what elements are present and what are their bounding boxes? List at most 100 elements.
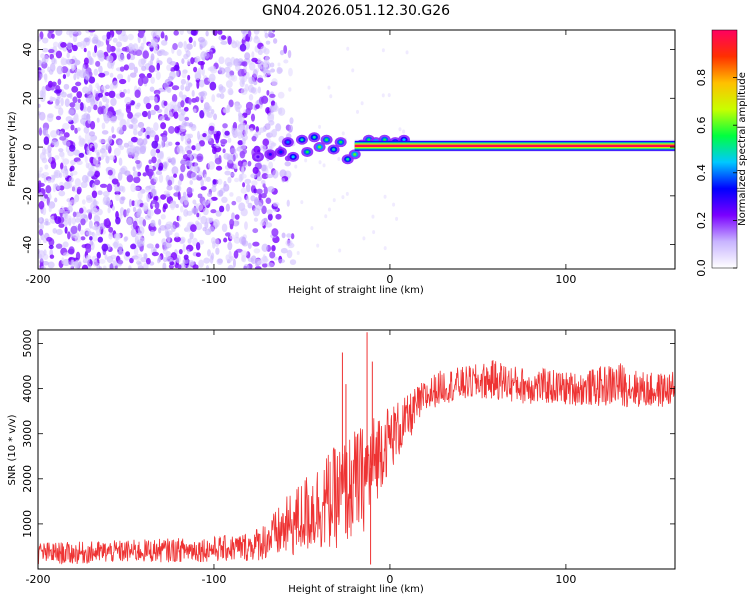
noise-point bbox=[280, 247, 288, 254]
noise-point bbox=[222, 148, 226, 154]
noise-point bbox=[67, 231, 71, 240]
noise-point bbox=[127, 74, 131, 83]
noise-point bbox=[126, 88, 131, 94]
noise-point bbox=[202, 207, 209, 216]
transition-blob-core bbox=[300, 138, 304, 142]
noise-point bbox=[154, 134, 160, 143]
noise-point bbox=[218, 67, 226, 75]
noise-point bbox=[198, 95, 206, 101]
snr-plot-area bbox=[38, 332, 675, 565]
noise-point bbox=[63, 132, 70, 138]
noise-point bbox=[102, 191, 110, 197]
noise-point bbox=[112, 259, 117, 267]
spectrogram-x-tick-label: -100 bbox=[201, 273, 226, 286]
noise-point bbox=[77, 261, 82, 268]
noise-point bbox=[128, 265, 132, 269]
noise-point bbox=[134, 145, 140, 153]
noise-point bbox=[186, 249, 190, 255]
noise-point bbox=[147, 209, 154, 217]
noise-point bbox=[181, 71, 187, 79]
noise-point bbox=[230, 172, 236, 177]
noise-point bbox=[181, 58, 185, 65]
noise-point bbox=[110, 97, 117, 107]
noise-point bbox=[183, 122, 191, 127]
noise-point bbox=[192, 264, 199, 269]
noise-point bbox=[168, 141, 173, 147]
noise-point bbox=[96, 208, 103, 216]
noise-point bbox=[74, 68, 82, 76]
noise-point bbox=[182, 258, 186, 266]
noise-point bbox=[218, 56, 225, 65]
noise-point bbox=[268, 161, 274, 169]
noise-point bbox=[146, 134, 150, 139]
noise-point bbox=[226, 61, 233, 68]
noise-point bbox=[179, 30, 184, 36]
noise-point bbox=[67, 150, 75, 157]
noise-point bbox=[269, 93, 276, 99]
noise-point bbox=[126, 53, 131, 60]
noise-point bbox=[73, 149, 80, 156]
noise-point bbox=[132, 43, 139, 52]
noise-point bbox=[165, 242, 172, 248]
noise-point bbox=[155, 243, 160, 249]
noise-point bbox=[71, 30, 78, 34]
noise-point bbox=[209, 65, 216, 72]
noise-point bbox=[72, 211, 77, 218]
noise-point bbox=[249, 127, 254, 133]
noise-point bbox=[200, 178, 204, 187]
noise-point bbox=[38, 111, 46, 121]
spectrogram-x-tick-label: -200 bbox=[26, 273, 51, 286]
noise-point bbox=[119, 196, 125, 205]
noise-point bbox=[160, 39, 168, 46]
noise-point bbox=[198, 91, 205, 97]
noise-point bbox=[180, 164, 186, 173]
noise-point bbox=[119, 207, 125, 216]
transition-blob-core bbox=[367, 138, 371, 142]
noise-point bbox=[264, 222, 273, 228]
noise-point bbox=[119, 91, 125, 98]
noise-point bbox=[269, 251, 276, 259]
noise-point bbox=[104, 92, 110, 97]
noise-point bbox=[51, 57, 56, 65]
noise-point bbox=[95, 164, 102, 169]
noise-point bbox=[101, 34, 107, 41]
noise-point bbox=[190, 171, 198, 181]
noise-point bbox=[142, 262, 149, 269]
noise-point bbox=[245, 101, 254, 111]
noise-point bbox=[133, 128, 138, 136]
noise-point bbox=[81, 199, 86, 205]
snr-y-tick-label: 5000 bbox=[21, 330, 34, 358]
noise-point bbox=[83, 126, 90, 134]
noise-point bbox=[123, 64, 129, 71]
noise-point bbox=[65, 141, 71, 147]
noise-point bbox=[215, 210, 222, 217]
noise-point bbox=[220, 40, 228, 45]
noise-point bbox=[85, 254, 92, 260]
noise-point bbox=[39, 166, 43, 173]
noise-point bbox=[197, 170, 203, 178]
noise-point bbox=[79, 229, 85, 235]
transition-blob-core bbox=[324, 138, 329, 142]
noise-point bbox=[52, 41, 59, 48]
noise-point bbox=[318, 124, 322, 129]
noise-point bbox=[207, 191, 213, 198]
noise-point bbox=[231, 212, 235, 221]
snr-panel: -200 -100 0 100 1000 2000 3000 4000 5000 Height … bbox=[7, 329, 676, 595]
noise-point bbox=[225, 254, 230, 261]
noise-point bbox=[105, 84, 110, 90]
noise-point bbox=[55, 243, 63, 249]
noise-point bbox=[288, 87, 292, 92]
noise-point bbox=[88, 76, 96, 84]
noise-point bbox=[287, 242, 295, 249]
noise-point bbox=[126, 217, 133, 226]
noise-point bbox=[225, 80, 233, 88]
noise-point bbox=[150, 188, 157, 197]
noise-point bbox=[250, 113, 256, 122]
noise-point bbox=[87, 105, 92, 113]
noise-point bbox=[133, 66, 138, 74]
noise-point bbox=[286, 233, 292, 238]
noise-point bbox=[234, 177, 240, 183]
noise-point bbox=[93, 89, 97, 98]
noise-point bbox=[169, 61, 177, 66]
noise-point bbox=[167, 76, 174, 81]
